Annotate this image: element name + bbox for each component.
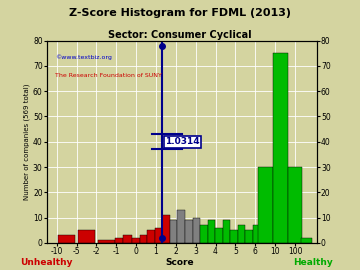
Text: Sector: Consumer Cyclical: Sector: Consumer Cyclical: [108, 30, 252, 40]
Bar: [170, 220, 177, 243]
Bar: [273, 53, 288, 243]
Bar: [200, 225, 208, 243]
Bar: [123, 235, 132, 243]
Bar: [58, 235, 75, 243]
Bar: [260, 230, 268, 243]
Bar: [301, 238, 312, 243]
Bar: [193, 218, 200, 243]
Bar: [115, 238, 123, 243]
Bar: [230, 230, 238, 243]
Bar: [288, 167, 302, 243]
Bar: [132, 238, 140, 243]
Bar: [162, 215, 170, 243]
Bar: [253, 225, 260, 243]
Text: ©www.textbiz.org: ©www.textbiz.org: [55, 55, 112, 60]
Bar: [245, 230, 253, 243]
Text: Unhealthy: Unhealthy: [21, 258, 73, 267]
Bar: [78, 230, 95, 243]
Bar: [238, 225, 245, 243]
Bar: [215, 228, 223, 243]
Text: Score: Score: [166, 258, 194, 267]
Bar: [223, 220, 230, 243]
Bar: [98, 241, 115, 243]
Bar: [185, 220, 193, 243]
Text: Z-Score Histogram for FDML (2013): Z-Score Histogram for FDML (2013): [69, 8, 291, 18]
Text: The Research Foundation of SUNY: The Research Foundation of SUNY: [55, 73, 162, 78]
Text: 1.0314: 1.0314: [165, 137, 199, 146]
Bar: [258, 167, 273, 243]
Bar: [140, 235, 147, 243]
Bar: [177, 210, 185, 243]
Bar: [155, 228, 162, 243]
Bar: [208, 220, 215, 243]
Bar: [147, 230, 155, 243]
Y-axis label: Number of companies (569 total): Number of companies (569 total): [24, 83, 30, 200]
Text: Healthy: Healthy: [293, 258, 333, 267]
